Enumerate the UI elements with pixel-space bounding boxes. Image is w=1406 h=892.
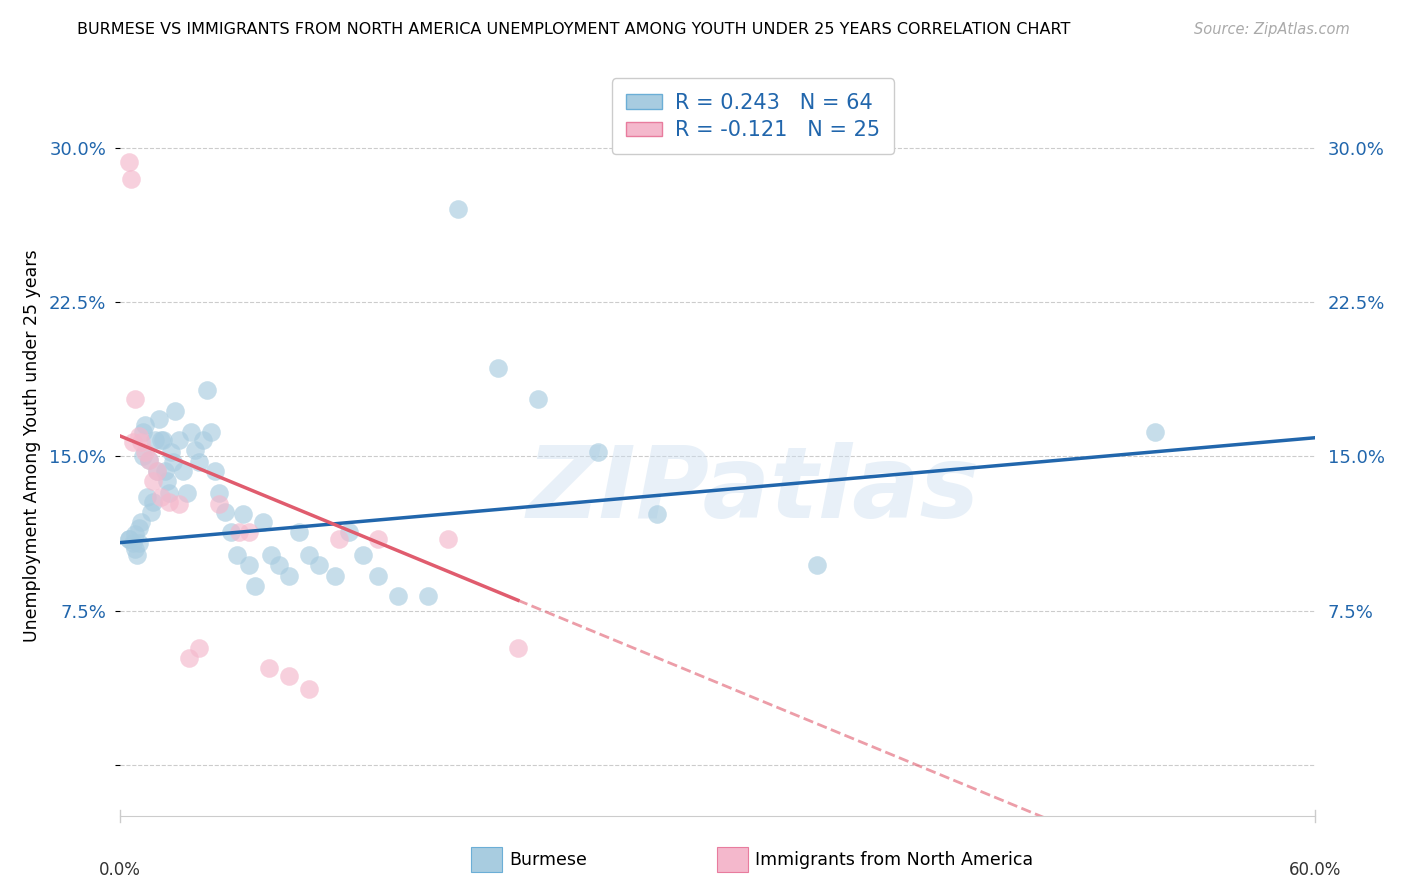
Point xyxy=(169,497,191,511)
Point xyxy=(337,525,360,540)
Point xyxy=(298,681,321,696)
Point xyxy=(184,443,207,458)
Point xyxy=(152,433,174,447)
Point xyxy=(328,532,350,546)
Point xyxy=(252,515,274,529)
Text: BURMESE VS IMMIGRANTS FROM NORTH AMERICA UNEMPLOYMENT AMONG YOUTH UNDER 25 YEARS: BURMESE VS IMMIGRANTS FROM NORTH AMERICA… xyxy=(77,22,1071,37)
Point xyxy=(1144,425,1167,439)
Point xyxy=(122,535,145,549)
Point xyxy=(232,507,254,521)
Point xyxy=(586,445,609,459)
Point xyxy=(200,425,222,439)
Point xyxy=(806,558,828,573)
Point xyxy=(131,434,153,449)
Point xyxy=(208,486,231,500)
Point xyxy=(132,425,155,439)
Point xyxy=(172,464,194,478)
Point xyxy=(169,433,191,447)
Point xyxy=(277,669,299,683)
Point xyxy=(180,425,202,439)
Point xyxy=(148,412,170,426)
Point xyxy=(179,650,201,665)
Point xyxy=(162,455,184,469)
Point xyxy=(188,640,211,655)
Point xyxy=(157,494,180,508)
Point xyxy=(155,464,177,478)
Point xyxy=(165,404,187,418)
Point xyxy=(124,541,146,556)
Point xyxy=(208,497,231,511)
Text: Immigrants from North America: Immigrants from North America xyxy=(755,851,1033,869)
Point xyxy=(323,568,346,582)
Point xyxy=(150,491,173,505)
Point xyxy=(238,525,260,540)
Point xyxy=(128,428,150,442)
Point xyxy=(367,532,389,546)
Point xyxy=(118,532,141,546)
Point xyxy=(127,548,149,562)
Point xyxy=(136,491,159,505)
Point xyxy=(486,360,509,375)
Text: 0.0%: 0.0% xyxy=(98,862,141,880)
Text: 60.0%: 60.0% xyxy=(1288,862,1341,880)
Y-axis label: Unemployment Among Youth under 25 years: Unemployment Among Youth under 25 years xyxy=(24,250,41,642)
Point xyxy=(238,558,260,573)
Legend: R = 0.243   N = 64, R = -0.121   N = 25: R = 0.243 N = 64, R = -0.121 N = 25 xyxy=(612,78,894,153)
Point xyxy=(141,505,163,519)
Point xyxy=(527,392,550,406)
Point xyxy=(118,155,141,169)
Point xyxy=(176,486,198,500)
Point xyxy=(219,525,242,540)
Text: Burmese: Burmese xyxy=(509,851,586,869)
Point xyxy=(150,433,173,447)
Point xyxy=(157,486,180,500)
Text: Source: ZipAtlas.com: Source: ZipAtlas.com xyxy=(1194,22,1350,37)
Point xyxy=(447,202,470,217)
Point xyxy=(191,433,215,447)
Point xyxy=(267,558,290,573)
Point xyxy=(226,548,249,562)
Point xyxy=(204,464,226,478)
Point xyxy=(122,434,145,449)
Point xyxy=(138,453,160,467)
Point xyxy=(145,433,166,447)
Point xyxy=(138,453,160,467)
Point xyxy=(146,464,169,478)
Point xyxy=(506,640,529,655)
Point xyxy=(146,464,169,478)
Point xyxy=(124,392,146,406)
Point xyxy=(142,474,165,488)
Point xyxy=(188,455,211,469)
Point xyxy=(288,525,311,540)
Point xyxy=(132,450,155,464)
Point xyxy=(418,589,440,603)
Text: ZIPatlas: ZIPatlas xyxy=(526,442,980,539)
Point xyxy=(298,548,321,562)
Point xyxy=(156,474,179,488)
Point xyxy=(131,515,153,529)
Point xyxy=(647,507,669,521)
Point xyxy=(257,661,280,675)
Point xyxy=(277,568,299,582)
Point xyxy=(352,548,374,562)
Point xyxy=(195,384,218,398)
Point xyxy=(134,445,156,459)
Point xyxy=(124,527,146,541)
Point xyxy=(387,589,409,603)
Point xyxy=(134,418,156,433)
Point xyxy=(128,535,150,549)
Point xyxy=(308,558,330,573)
Point xyxy=(214,505,236,519)
Point xyxy=(243,579,266,593)
Point xyxy=(260,548,283,562)
Point xyxy=(228,525,250,540)
Point xyxy=(160,445,183,459)
Point xyxy=(128,521,150,535)
Point xyxy=(121,171,143,186)
Point xyxy=(367,568,389,582)
Point xyxy=(437,532,460,546)
Point xyxy=(142,494,165,508)
Point xyxy=(118,532,141,546)
